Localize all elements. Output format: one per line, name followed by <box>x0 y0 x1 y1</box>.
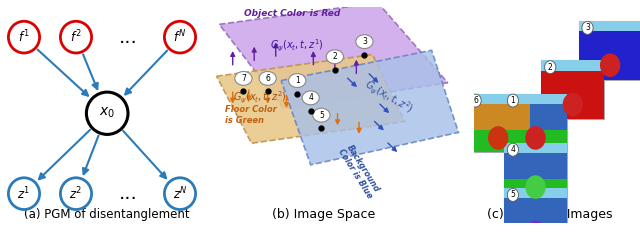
Circle shape <box>302 91 319 105</box>
Text: 6: 6 <box>473 96 478 105</box>
Circle shape <box>86 92 128 134</box>
Polygon shape <box>281 50 458 165</box>
Polygon shape <box>220 3 448 109</box>
Bar <box>504 94 567 104</box>
Text: Floor Color
is Green: Floor Color is Green <box>225 106 276 125</box>
Text: $f^N$: $f^N$ <box>173 29 186 45</box>
Text: (a) PGM of disentanglement: (a) PGM of disentanglement <box>24 208 190 221</box>
Bar <box>541 60 604 71</box>
Bar <box>541 71 604 97</box>
Text: $f^1$: $f^1$ <box>18 29 30 45</box>
Text: (b) Image Space: (b) Image Space <box>273 208 376 221</box>
Bar <box>504 104 567 130</box>
Circle shape <box>600 53 620 77</box>
Text: 5: 5 <box>319 111 324 120</box>
Text: 3: 3 <box>362 37 367 46</box>
Circle shape <box>164 178 196 210</box>
Text: $z^2$: $z^2$ <box>69 185 83 202</box>
Circle shape <box>563 93 583 116</box>
Bar <box>467 94 529 153</box>
Circle shape <box>313 108 330 122</box>
Text: 4: 4 <box>511 145 515 154</box>
Bar <box>541 60 604 119</box>
Bar <box>579 21 640 80</box>
Bar <box>579 21 640 31</box>
Bar <box>504 130 567 153</box>
Bar <box>504 224 567 235</box>
Bar <box>504 143 567 202</box>
Text: $f^2$: $f^2$ <box>70 29 82 45</box>
Text: ...: ... <box>118 184 138 203</box>
Text: 2: 2 <box>332 52 337 61</box>
Bar <box>467 130 529 153</box>
Text: 6: 6 <box>265 74 270 83</box>
Circle shape <box>525 220 546 235</box>
Circle shape <box>356 35 373 49</box>
Circle shape <box>164 21 196 53</box>
Text: 4: 4 <box>308 93 313 102</box>
Circle shape <box>8 178 40 210</box>
Bar <box>504 153 567 179</box>
Bar <box>504 179 567 202</box>
Circle shape <box>326 50 344 64</box>
Circle shape <box>60 21 92 53</box>
Text: $z^N$: $z^N$ <box>173 185 188 202</box>
Circle shape <box>289 74 306 87</box>
Circle shape <box>508 94 518 107</box>
Text: 7: 7 <box>241 74 246 83</box>
Circle shape <box>582 21 593 34</box>
Circle shape <box>525 175 546 199</box>
Polygon shape <box>216 55 404 143</box>
Bar <box>504 188 567 199</box>
Bar <box>504 188 567 235</box>
Text: $G_\psi(x_t, t, z^2)$: $G_\psi(x_t, t, z^2)$ <box>361 77 416 118</box>
Circle shape <box>525 126 546 150</box>
Bar <box>504 94 567 153</box>
Bar <box>504 199 567 224</box>
Circle shape <box>259 71 276 85</box>
Text: Background
Color is Blue: Background Color is Blue <box>336 142 382 200</box>
Circle shape <box>8 21 40 53</box>
Bar <box>467 104 529 130</box>
Text: Object Color is Red: Object Color is Red <box>244 9 340 18</box>
Circle shape <box>508 188 518 201</box>
Bar <box>541 97 604 119</box>
Text: 2: 2 <box>548 63 552 72</box>
Circle shape <box>545 61 556 74</box>
Circle shape <box>470 94 481 107</box>
Circle shape <box>60 178 92 210</box>
Bar <box>467 94 529 104</box>
Text: 5: 5 <box>511 190 515 200</box>
Circle shape <box>488 126 508 150</box>
Text: 1: 1 <box>295 76 300 85</box>
Bar <box>504 143 567 153</box>
Text: $G_\psi(x_t, t, z^1)$: $G_\psi(x_t, t, z^1)$ <box>270 38 324 54</box>
Bar <box>579 57 640 80</box>
Text: (c) Sampled Images: (c) Sampled Images <box>487 208 612 221</box>
Bar <box>579 31 640 57</box>
Text: ...: ... <box>118 28 138 47</box>
Text: $z^1$: $z^1$ <box>17 185 31 202</box>
Circle shape <box>235 71 252 85</box>
Text: $G_\psi(x_t, t, z^2)$: $G_\psi(x_t, t, z^2)$ <box>232 90 287 106</box>
Text: 3: 3 <box>585 24 590 32</box>
Text: 1: 1 <box>511 96 515 105</box>
Text: $x_0$: $x_0$ <box>99 106 115 121</box>
Circle shape <box>508 143 518 156</box>
